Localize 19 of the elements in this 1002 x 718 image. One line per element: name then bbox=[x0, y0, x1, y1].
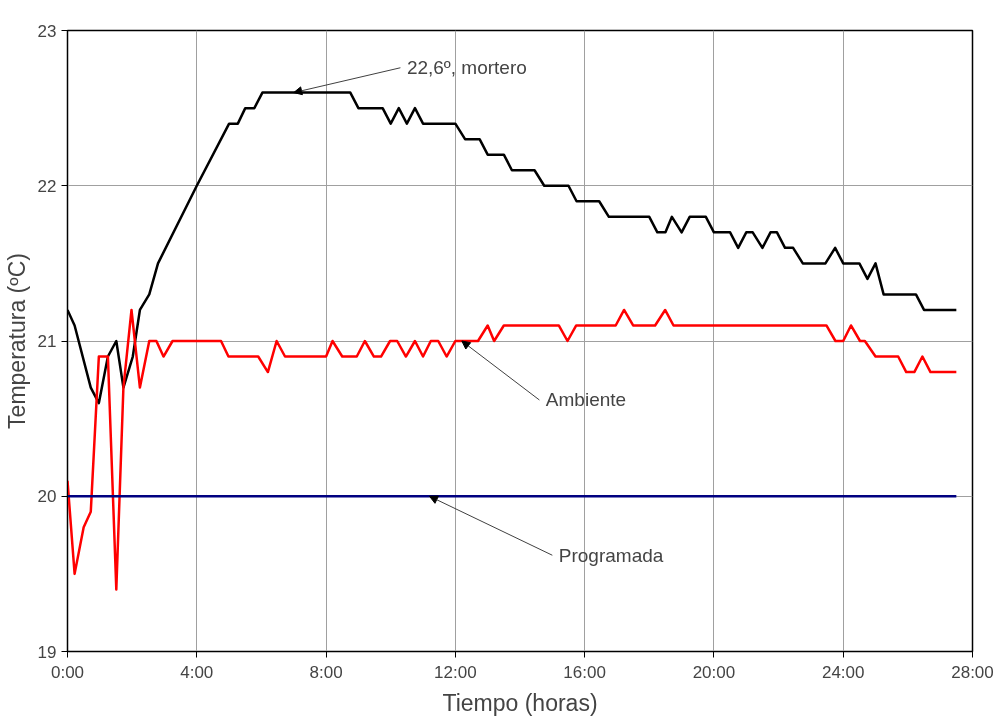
x-tick-label: 20:00 bbox=[692, 662, 736, 682]
annotation: 22,6º, mortero bbox=[406, 57, 527, 79]
x-tick-label: 4:00 bbox=[180, 662, 214, 682]
x-tick-label: 28:00 bbox=[951, 662, 994, 682]
x-tick-label: 16:00 bbox=[563, 662, 606, 682]
y-tick-label: 21 bbox=[37, 332, 57, 351]
y-axis-title: Temperatura (ºC) bbox=[3, 253, 30, 429]
x-axis-title: Tiempo (horas) bbox=[442, 689, 598, 716]
y-tick-label: 23 bbox=[37, 21, 57, 41]
x-tick-label: 8:00 bbox=[309, 662, 343, 682]
x-tick-label: 12:00 bbox=[434, 662, 477, 682]
y-tick-label: 19 bbox=[37, 642, 57, 662]
y-tick-label: 22 bbox=[37, 176, 57, 196]
x-tick-label: 24:00 bbox=[821, 662, 865, 682]
annotation: Programada bbox=[558, 544, 664, 566]
line-series bbox=[67, 308, 958, 591]
x-tick-label: 0:00 bbox=[50, 662, 85, 682]
y-tick-label: 20 bbox=[37, 487, 57, 507]
annotation: Ambiente bbox=[545, 389, 627, 411]
